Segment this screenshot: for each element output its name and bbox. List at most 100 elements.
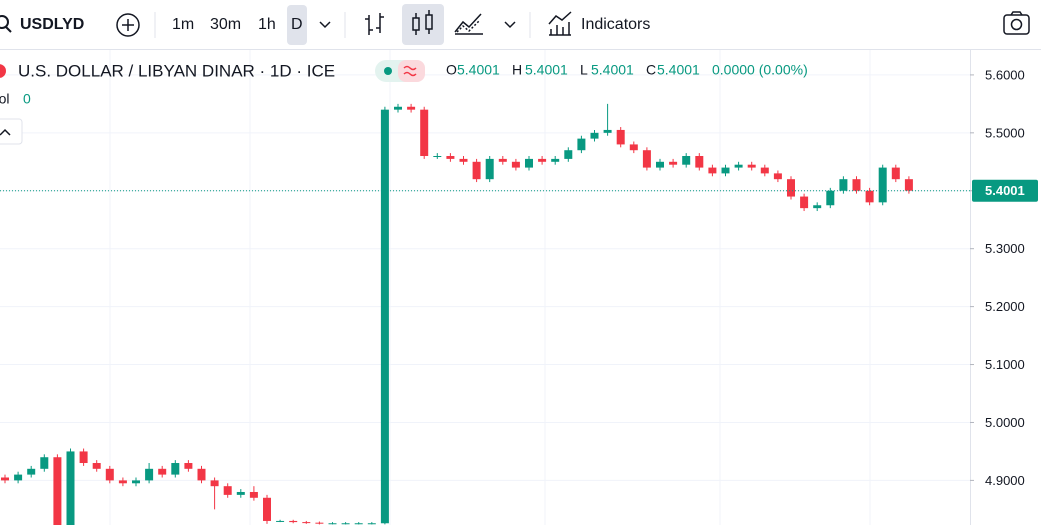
candle-body (656, 161, 664, 168)
legend-label: H (512, 62, 522, 78)
candle-body (800, 196, 809, 209)
candle-body (511, 161, 520, 168)
active-chart-type-bg (402, 4, 444, 45)
candle-body (734, 164, 743, 168)
candle-body (865, 190, 874, 203)
y-tick-label: 5.2000 (985, 299, 1025, 314)
candle-body (197, 468, 206, 481)
candle-body (695, 156, 704, 168)
toolbar: USDLYD 1m 30m 1h D Indicators (0, 4, 1041, 50)
candle-body (642, 150, 651, 168)
candle-body (551, 158, 560, 162)
candle-body (721, 167, 730, 174)
candle-body (276, 520, 285, 522)
y-tick-label: 5.1000 (985, 357, 1025, 372)
candle-body (787, 179, 795, 197)
candle-body (446, 156, 455, 159)
candle-body (341, 523, 350, 525)
candle-body (289, 520, 298, 523)
candle-body (263, 497, 271, 521)
legend-value: 5.4001 (457, 62, 500, 78)
candle-body (14, 474, 23, 481)
candle-body (53, 457, 62, 525)
candle-body (525, 158, 533, 168)
legend: U.S. DOLLAR / LIBYAN DINAR · 1D · ICE O … (0, 60, 808, 145)
candle-body (904, 179, 913, 191)
collapse-button[interactable] (0, 118, 23, 145)
interval[interactable]: 30m (210, 16, 241, 33)
candle-body (394, 106, 402, 110)
active-interval-bg (287, 5, 307, 45)
search-icon[interactable] (0, 15, 9, 29)
candle-body (577, 138, 586, 151)
chevron[interactable] (504, 21, 516, 29)
legend-change: 0.0000 (0.00%) (712, 62, 808, 78)
last-price-label: 5.4001 (985, 183, 1025, 198)
candle-body (813, 205, 822, 209)
candles-icon[interactable] (412, 10, 433, 35)
interval[interactable]: 1h (258, 16, 276, 33)
candle-body (682, 156, 691, 165)
bars-icon[interactable] (365, 13, 384, 35)
price-axis: 5.60005.50005.40005.30005.20005.10005.00… (970, 67, 1038, 488)
snapshot-icon[interactable] (1003, 11, 1030, 35)
indicators-icon[interactable] (548, 11, 572, 36)
candle-body (747, 164, 756, 168)
candle-body (708, 167, 717, 174)
candle-body (223, 486, 232, 495)
candle-body (328, 523, 337, 525)
candle-body (354, 523, 363, 525)
candle-body (79, 451, 88, 464)
candle-body (485, 158, 494, 180)
y-tick-label: 5.0000 (985, 415, 1025, 430)
candle-body (629, 144, 638, 151)
candle-body (105, 468, 114, 481)
candles (0, 103, 970, 525)
candle-body (66, 451, 75, 525)
candle-body (380, 109, 389, 524)
candle-body (891, 167, 900, 180)
y-tick-label: 5.3000 (985, 241, 1025, 256)
volume-label: Vol (0, 91, 9, 107)
add-symbol[interactable] (116, 13, 140, 37)
y-tick-label: 5.6000 (985, 67, 1025, 82)
candle-body (420, 109, 429, 157)
candle-body (564, 150, 573, 159)
candle-body (472, 161, 481, 180)
candle-body (826, 190, 835, 206)
candle-body (302, 522, 311, 524)
indicators[interactable]: Indicators (581, 16, 650, 33)
candle-body (773, 173, 782, 180)
interval[interactable]: D (291, 16, 303, 33)
candle-body (92, 463, 101, 469)
legend-value: 5.4001 (657, 62, 700, 78)
interval[interactable]: 1m (172, 16, 194, 33)
candle-body (433, 156, 442, 158)
candle-body (590, 132, 599, 139)
candle-body (498, 158, 507, 162)
candle-body (184, 463, 193, 469)
legend-label: L (580, 62, 588, 78)
candle-body (145, 468, 154, 481)
candle-body (158, 468, 167, 475)
candle-body (603, 129, 612, 133)
area-icon[interactable] (454, 13, 483, 35)
candle-body (878, 167, 887, 203)
y-tick-label: 5.5000 (985, 125, 1025, 140)
candle-body (538, 158, 547, 162)
symbol[interactable]: USDLYD (20, 16, 84, 33)
chevron[interactable] (319, 21, 331, 29)
symbol-logo (0, 64, 6, 78)
candle-body (852, 179, 861, 191)
candle-body (616, 129, 625, 145)
legend-value: 5.4001 (591, 62, 634, 78)
volume-value: 0 (23, 91, 31, 107)
time-grid (109, 50, 871, 525)
legend-label: O (446, 62, 457, 78)
candle-body (367, 523, 376, 525)
y-tick-label: 4.9000 (985, 473, 1025, 488)
legend-value: 5.4001 (525, 62, 568, 78)
candle-body (210, 480, 219, 487)
candle-body (249, 491, 258, 498)
legend-title: U.S. DOLLAR / LIBYAN DINAR · 1D · ICE (18, 61, 335, 80)
